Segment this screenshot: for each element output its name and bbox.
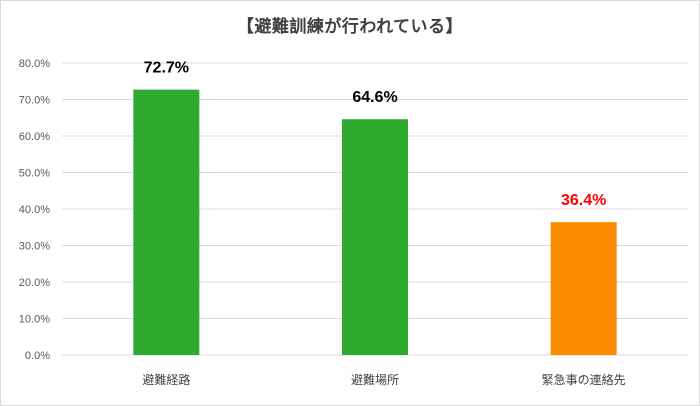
y-tick-label: 50.0% (19, 168, 50, 180)
x-axis-category-labels: 避難経路 避難場所 緊急事の連絡先 (142, 372, 625, 387)
y-tick-label: 40.0% (19, 204, 50, 216)
y-tick-label: 20.0% (19, 277, 50, 289)
y-axis-tick-labels: 0.0% 10.0% 20.0% 30.0% 40.0% 50.0% 60.0% 70.0% 8… (19, 58, 50, 362)
data-label: 36.4% (561, 192, 606, 209)
bar (550, 222, 617, 355)
bar (133, 89, 200, 356)
y-tick-label: 30.0% (19, 241, 50, 253)
data-label: 64.6% (352, 89, 397, 106)
bars (133, 89, 617, 356)
category-label: 避難経路 (142, 372, 190, 387)
chart-title: 【避難訓練が行われている】 (236, 17, 464, 37)
data-label: 72.7% (144, 60, 189, 77)
data-labels: 72.7% 64.6% 36.4% (144, 60, 607, 209)
y-tick-label: 0.0% (25, 350, 50, 362)
y-tick-label: 60.0% (19, 131, 50, 143)
category-label: 避難場所 (351, 372, 399, 387)
y-tick-label: 10.0% (19, 314, 50, 326)
y-tick-label: 70.0% (19, 95, 50, 107)
bar (342, 119, 408, 356)
y-tick-label: 80.0% (19, 58, 50, 70)
category-label: 緊急事の連絡先 (542, 372, 626, 387)
